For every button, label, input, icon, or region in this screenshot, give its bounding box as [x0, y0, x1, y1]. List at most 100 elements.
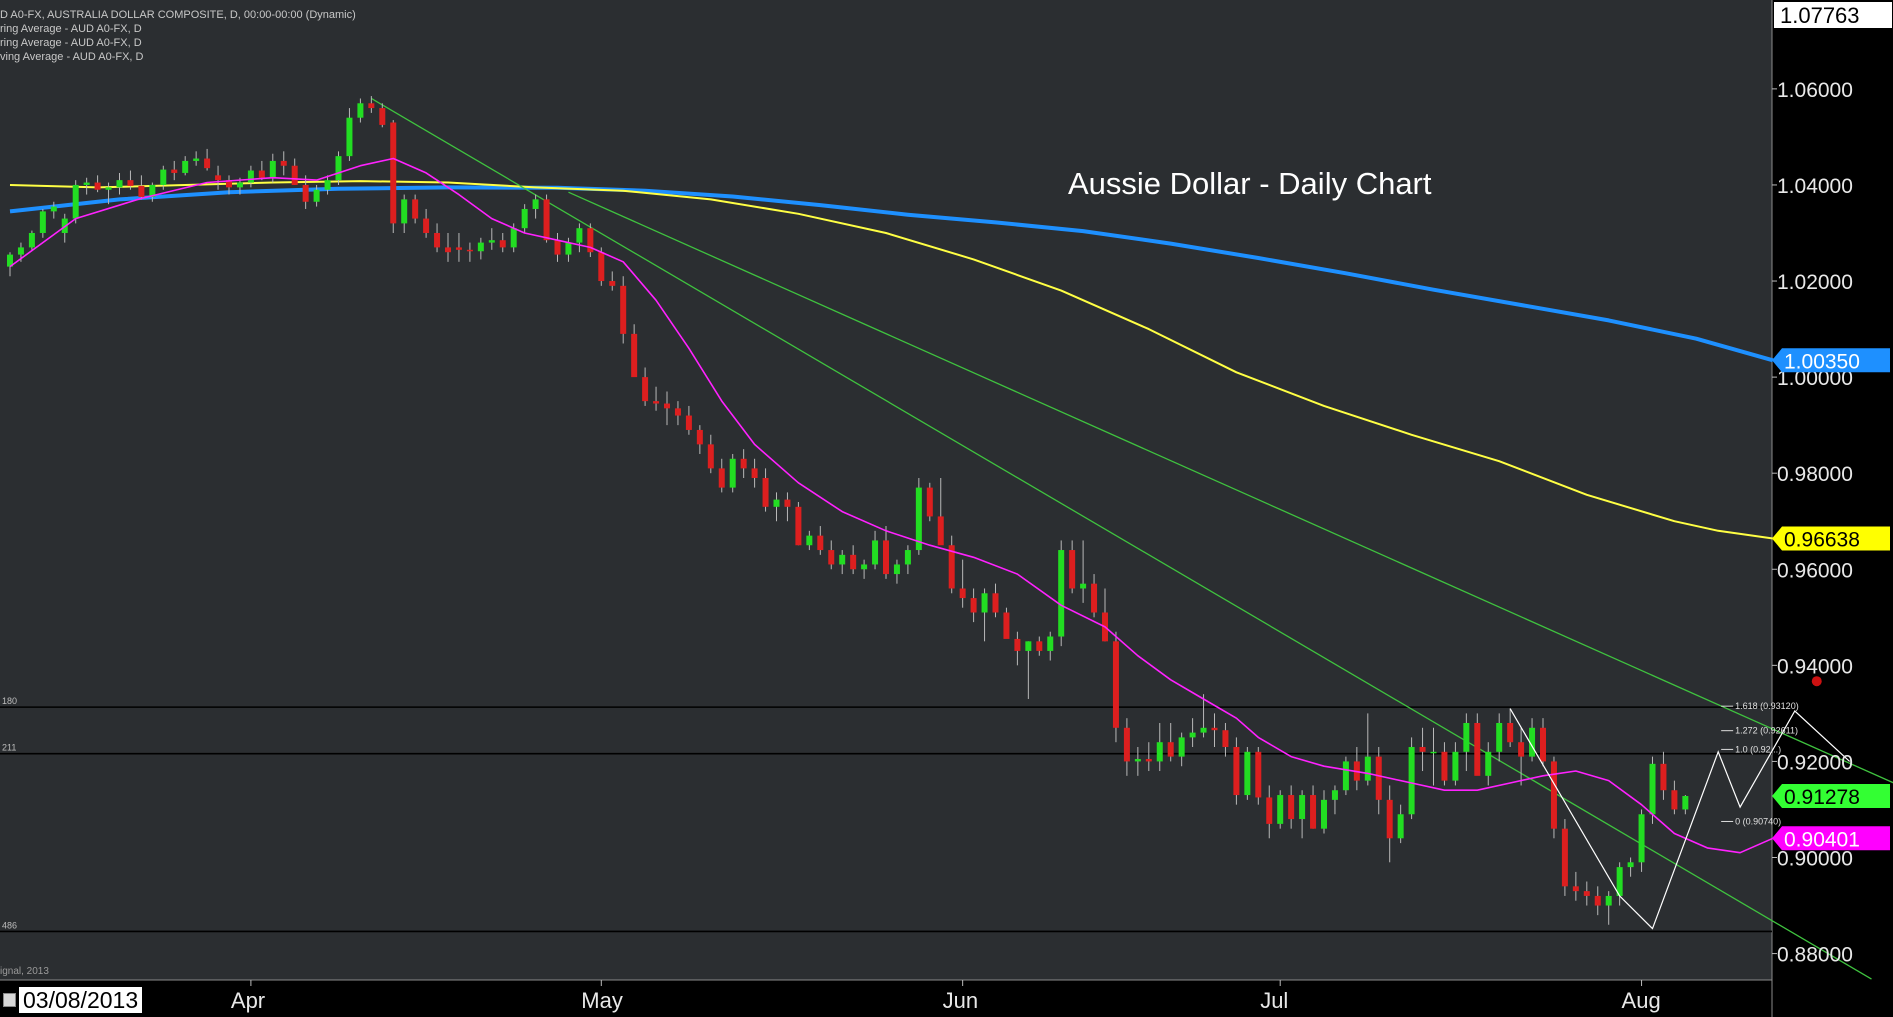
candle-body	[861, 564, 868, 570]
horizontal-line-label: 486	[2, 920, 17, 930]
candle-body	[149, 184, 156, 197]
price-tag: 0.91278	[1772, 784, 1890, 809]
candle-body	[1310, 795, 1317, 829]
price-axis-label: 0.92000	[1777, 751, 1853, 774]
candle-body	[1134, 759, 1141, 762]
candle-body	[204, 158, 211, 169]
candle-body	[171, 169, 178, 173]
candle-body	[762, 477, 769, 507]
candle-body	[1331, 790, 1338, 800]
candle-body	[116, 180, 123, 188]
candle-body	[215, 175, 222, 181]
candle-body	[83, 182, 90, 185]
candle-body	[674, 408, 681, 416]
candle-body	[1321, 799, 1327, 829]
candle-body	[280, 160, 287, 166]
candle-body	[434, 232, 441, 248]
candle-body	[7, 254, 13, 267]
candle-body	[160, 169, 167, 185]
candle-body	[1627, 862, 1634, 868]
candle-body	[1638, 814, 1645, 863]
candle-body	[740, 458, 747, 469]
candle-body	[1200, 727, 1207, 733]
candle-body	[883, 540, 889, 575]
price-tag-bg	[1772, 526, 1890, 551]
candle-body	[653, 401, 660, 404]
candle-body	[893, 564, 900, 575]
candle-body	[696, 429, 703, 445]
candle-body	[1430, 751, 1437, 754]
candle-body	[1288, 795, 1295, 820]
candle-body	[565, 242, 572, 255]
candle-body	[488, 240, 495, 243]
candle-body	[401, 199, 408, 224]
candle-body	[1682, 796, 1689, 810]
top-price-tag-bg	[1774, 2, 1892, 28]
candle-body	[609, 281, 616, 286]
candle-body	[1518, 742, 1525, 757]
candle-body	[1211, 727, 1218, 731]
calendar-icon[interactable]	[3, 993, 16, 1007]
fib-level-label: 1.272 (0.92611)	[1735, 726, 1798, 736]
candle-body	[598, 252, 605, 282]
candle-body	[368, 103, 375, 109]
candle-body	[751, 468, 758, 478]
candle-body	[1058, 550, 1065, 637]
price-tag: 0.96638	[1772, 526, 1890, 552]
horizontal-line-label: 211	[2, 743, 16, 753]
price-tag-text: 0.90401	[1784, 828, 1860, 851]
candle-body	[554, 240, 561, 255]
candle-body	[324, 180, 331, 190]
candle-body	[839, 554, 846, 565]
price-tag: 1.00350	[1772, 348, 1890, 373]
candle-body	[193, 158, 200, 161]
fib-level-label: 0 (0.90740)	[1735, 816, 1781, 826]
candle-body	[28, 232, 35, 248]
time-axis-label: Apr	[231, 988, 265, 1013]
candle-body	[926, 487, 933, 517]
candle-body	[1189, 732, 1196, 738]
chart-title: Aussie Dollar - Daily Chart	[1068, 166, 1432, 201]
candle-body	[346, 117, 353, 157]
candle-body	[1091, 583, 1098, 613]
candle-body	[1397, 814, 1404, 839]
candle-body	[445, 247, 451, 253]
slow-moving-average-line	[9, 185, 1774, 363]
candle-body	[1660, 763, 1667, 791]
price-tag-bg	[1772, 826, 1890, 851]
candle-body	[236, 182, 243, 188]
candle-body	[1222, 730, 1229, 748]
fib-level-label: 1.0 (0.92...)	[1735, 744, 1781, 754]
candle-body	[510, 228, 517, 248]
top-price-tag-text: 1.07763	[1780, 3, 1860, 28]
candle-body	[620, 285, 627, 334]
candle-body	[1069, 550, 1076, 589]
candle-body	[937, 516, 944, 546]
price-tag-bg	[1772, 784, 1890, 809]
candle-body	[357, 103, 364, 118]
price-axis-label: 1.02000	[1777, 271, 1853, 294]
candle-body	[521, 208, 528, 229]
indicator-legend: D A0-FX, AUSTRALIA DOLLAR COMPOSITE, D, …	[0, 8, 356, 64]
price-axis-label: 0.90000	[1777, 848, 1853, 871]
candle-body	[784, 499, 791, 507]
candle-body	[1375, 756, 1382, 800]
candle-body	[1452, 751, 1459, 781]
candle-body	[1178, 737, 1185, 757]
candle-body	[423, 218, 430, 233]
candle-body	[828, 550, 835, 565]
candle-body	[1463, 722, 1470, 752]
candle-body	[291, 165, 298, 185]
candle-body	[226, 180, 232, 188]
candle-body	[1244, 751, 1251, 796]
price-tag-text: 0.91278	[1784, 786, 1860, 809]
price-axis-label: 0.98000	[1777, 463, 1853, 486]
candle-body	[1047, 636, 1054, 651]
candle-body	[1550, 761, 1557, 829]
candle-body	[313, 189, 320, 202]
candle-body	[258, 170, 265, 178]
candle-body	[1156, 742, 1163, 762]
